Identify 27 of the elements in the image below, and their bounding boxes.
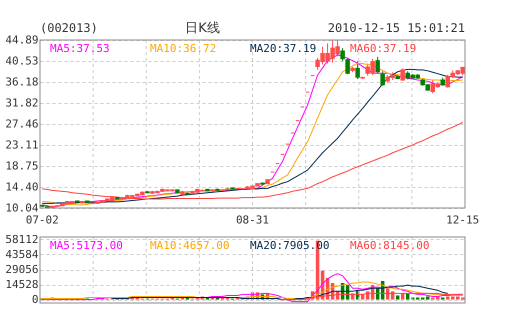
y-tick-label: 0 <box>32 293 38 306</box>
text: MA60:8145.00 <box>350 239 430 252</box>
text: MA10:36.72 <box>150 42 216 55</box>
y-tick-label: 44.89 <box>5 34 38 46</box>
y-tick-label: 43584 <box>5 248 39 261</box>
x-tick-label: 08-31 <box>236 214 270 226</box>
y-tick-label: 36.18 <box>5 75 38 88</box>
y-tick-label: 29056 <box>5 263 38 276</box>
text: MA20:37.19 <box>250 42 316 55</box>
text: (002013) <box>40 21 98 35</box>
text: MA5:37.53 <box>50 42 110 55</box>
y-tick-label: 18.75 <box>5 160 38 173</box>
text: MA60:37.19 <box>350 42 416 55</box>
text: MA10:4657.00 <box>150 239 230 252</box>
x-tick-label: 12-15 <box>446 214 480 226</box>
y-tick-label: 14.40 <box>5 180 38 194</box>
text: 2010-12-15 15:01:21 <box>328 21 465 35</box>
y-tick-label: 40.53 <box>5 54 38 68</box>
y-tick-label: 58112 <box>5 232 38 246</box>
chart-title: 日K线 <box>185 21 220 36</box>
y-tick-label: 10.04 <box>5 202 39 214</box>
x-tick-label: 07-02 <box>26 214 59 226</box>
y-tick-label: 31.82 <box>5 96 38 110</box>
y-tick-label: 14528 <box>5 278 38 292</box>
y-tick-label: 27.46 <box>5 118 38 131</box>
text: MA5:5173.00 <box>50 239 123 252</box>
y-tick-label: 23.11 <box>5 138 38 152</box>
